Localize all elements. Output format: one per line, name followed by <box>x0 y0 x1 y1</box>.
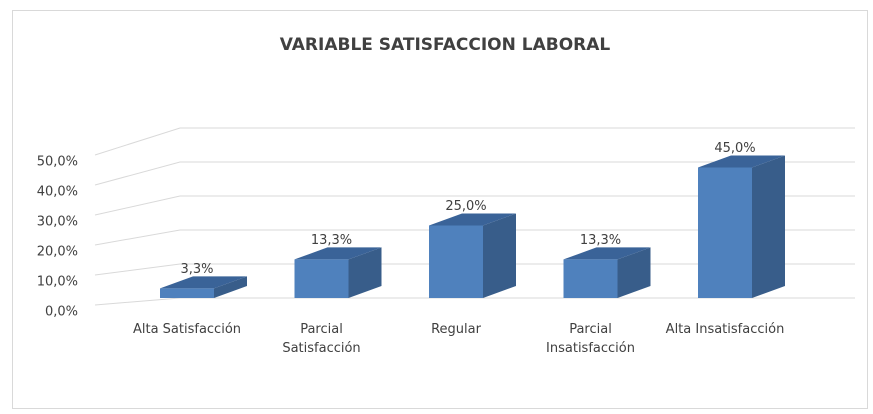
bar-side <box>752 155 785 298</box>
bar <box>294 259 349 298</box>
bar-side <box>483 213 516 298</box>
bar-side <box>617 247 651 298</box>
x-tick-label: Regular <box>431 322 481 337</box>
grid-line <box>94 195 855 216</box>
bar-top <box>160 276 247 289</box>
x-tick-label: Parcial Insatisfacción <box>546 322 635 356</box>
bar-top <box>698 155 785 168</box>
bar-side <box>348 247 382 298</box>
bar-top <box>429 213 516 226</box>
bar-top <box>563 247 651 260</box>
chart-title: VARIABLE SATISFACCION LABORAL <box>280 35 611 55</box>
y-tick-label: 0,0% <box>45 305 78 320</box>
x-tick-label: Alta Insatisfacción <box>665 322 785 337</box>
bar <box>698 167 752 298</box>
x-tick-label: Parcial Satisfacción <box>282 322 361 356</box>
x-tick-label: Alta Satisfacción <box>132 322 242 337</box>
value-label: 45,0% <box>714 141 755 156</box>
bar-top <box>294 247 382 260</box>
bar <box>563 259 618 298</box>
value-label: 3,3% <box>180 262 213 277</box>
y-tick-label: 50,0% <box>37 155 78 170</box>
value-label: 25,0% <box>445 199 486 214</box>
y-tick-label: 30,0% <box>37 215 78 230</box>
value-label: 13,3% <box>580 233 621 248</box>
bar-side <box>214 276 247 298</box>
grid-line <box>94 161 855 186</box>
grid-line <box>94 127 855 156</box>
y-tick-label: 40,0% <box>37 185 78 200</box>
y-tick-label: 20,0% <box>37 245 78 260</box>
grid-line <box>94 229 855 246</box>
bar <box>160 288 214 298</box>
value-label: 13,3% <box>311 233 352 248</box>
y-tick-label: 10,0% <box>37 275 78 290</box>
bar <box>429 225 483 298</box>
